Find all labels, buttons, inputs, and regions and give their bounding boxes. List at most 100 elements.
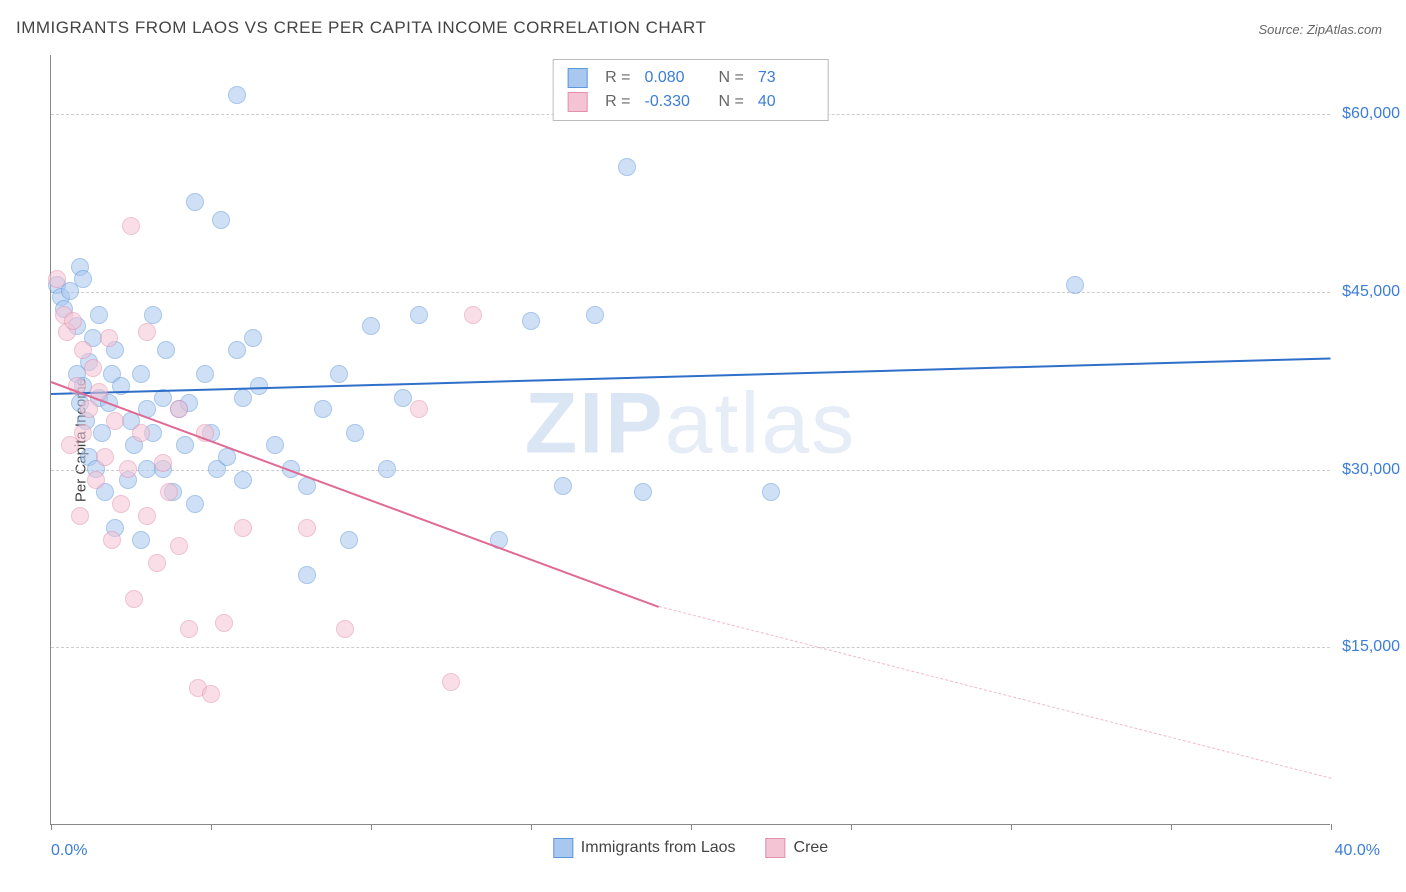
legend-swatch (766, 838, 786, 858)
data-point (228, 341, 246, 359)
data-point (48, 270, 66, 288)
legend-n-value: 40 (758, 90, 814, 114)
data-point (298, 519, 316, 537)
plot-area: ZIPatlas Per Capita Income R =0.080N =73… (50, 55, 1330, 825)
data-point (80, 400, 98, 418)
data-point (132, 365, 150, 383)
data-point (228, 86, 246, 104)
data-point (250, 377, 268, 395)
data-point (144, 306, 162, 324)
data-point (125, 590, 143, 608)
data-point (87, 471, 105, 489)
data-point (154, 454, 172, 472)
data-point (157, 341, 175, 359)
watermark-bold: ZIP (525, 376, 665, 472)
data-point (215, 614, 233, 632)
gridline-h (51, 647, 1330, 648)
legend-n-label: N = (719, 90, 744, 114)
data-point (112, 495, 130, 513)
data-point (103, 531, 121, 549)
data-point (100, 329, 118, 347)
legend-bottom-item: Immigrants from Laos (553, 838, 736, 858)
legend-top-row: R = -0.330 N = 40 (567, 90, 814, 114)
data-point (410, 306, 428, 324)
legend-r-value: -0.330 (645, 90, 701, 114)
x-tick (1171, 824, 1172, 830)
data-point (176, 436, 194, 454)
y-tick-label: $60,000 (1335, 105, 1400, 123)
data-point (618, 158, 636, 176)
legend-r-label: R = (605, 90, 630, 114)
legend-bottom: Immigrants from Laos Cree (553, 838, 828, 858)
x-tick (211, 824, 212, 830)
data-point (394, 389, 412, 407)
data-point (464, 306, 482, 324)
data-point (106, 412, 124, 430)
data-point (346, 424, 364, 442)
x-axis-min-label: 0.0% (51, 842, 87, 860)
legend-r-value: 0.080 (645, 66, 701, 90)
data-point (64, 312, 82, 330)
data-point (522, 312, 540, 330)
gridline-h (51, 292, 1330, 293)
watermark: ZIPatlas (525, 375, 856, 474)
legend-n-value: 73 (758, 66, 814, 90)
data-point (244, 329, 262, 347)
data-point (119, 460, 137, 478)
data-point (266, 436, 284, 454)
data-point (336, 620, 354, 638)
data-point (634, 483, 652, 501)
data-point (314, 400, 332, 418)
x-tick (691, 824, 692, 830)
data-point (148, 554, 166, 572)
watermark-thin: atlas (665, 376, 857, 472)
legend-top: R = 0.080 N = 73 R = -0.330 N = 40 (552, 59, 829, 121)
data-point (340, 531, 358, 549)
x-axis-max-label: 40.0% (1335, 842, 1380, 860)
legend-bottom-item: Cree (766, 838, 829, 858)
data-point (170, 537, 188, 555)
data-point (362, 317, 380, 335)
y-tick-label: $30,000 (1335, 461, 1400, 479)
data-point (234, 389, 252, 407)
y-tick-label: $15,000 (1335, 638, 1400, 656)
data-point (74, 341, 92, 359)
data-point (330, 365, 348, 383)
x-tick (1011, 824, 1012, 830)
chart-title: IMMIGRANTS FROM LAOS VS CREE PER CAPITA … (16, 18, 706, 38)
legend-top-row: R = 0.080 N = 73 (567, 66, 814, 90)
data-point (762, 483, 780, 501)
data-point (234, 519, 252, 537)
data-point (84, 359, 102, 377)
legend-swatch (567, 68, 587, 88)
data-point (71, 507, 89, 525)
data-point (96, 448, 114, 466)
gridline-h (51, 470, 1330, 471)
data-point (90, 306, 108, 324)
data-point (138, 507, 156, 525)
data-point (202, 685, 220, 703)
data-point (186, 193, 204, 211)
data-point (554, 477, 572, 495)
data-point (1066, 276, 1084, 294)
data-point (170, 400, 188, 418)
data-point (138, 323, 156, 341)
data-point (586, 306, 604, 324)
legend-series-label: Immigrants from Laos (581, 839, 736, 857)
x-tick (51, 824, 52, 830)
data-point (186, 495, 204, 513)
legend-n-label: N = (719, 66, 744, 90)
legend-swatch (553, 838, 573, 858)
x-tick (851, 824, 852, 830)
x-tick (1331, 824, 1332, 830)
data-point (180, 620, 198, 638)
x-tick (371, 824, 372, 830)
data-point (298, 566, 316, 584)
legend-r-label: R = (605, 66, 630, 90)
regression-line-dashed (659, 606, 1331, 779)
x-tick (531, 824, 532, 830)
y-tick-label: $45,000 (1335, 283, 1400, 301)
data-point (234, 471, 252, 489)
data-point (74, 424, 92, 442)
data-point (212, 211, 230, 229)
